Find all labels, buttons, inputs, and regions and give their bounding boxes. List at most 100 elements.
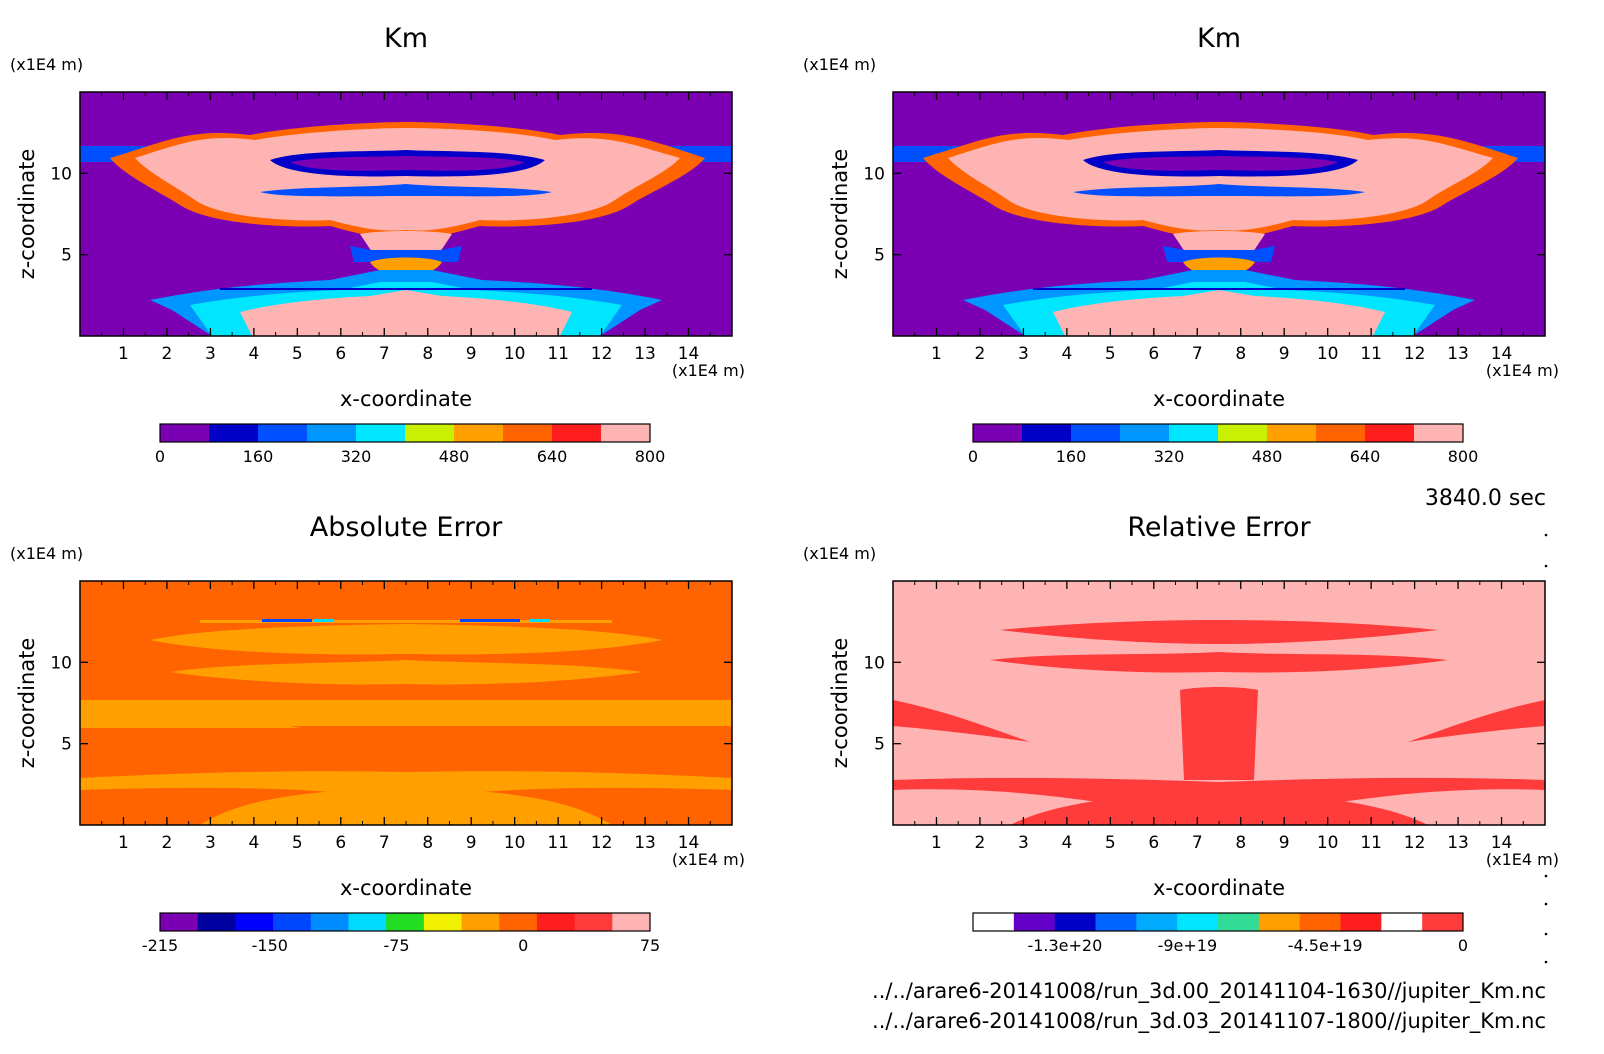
x-tick-label: 10 [1317,833,1339,853]
field-left-band [893,700,1030,742]
colorbar-tick-label: 320 [341,447,372,466]
colorbar-segment [1422,913,1464,931]
x-tick-label: 6 [1148,344,1159,364]
field-lower-plume-core [1053,290,1385,336]
colorbar-segment [1299,913,1341,931]
y-tick-label: 5 [874,246,885,266]
y-tick-label: 10 [50,164,72,184]
x-ticks: 1 2 3 4 5 6 7 8 9 10 11 12 13 14 [101,581,711,853]
x-tick-label: 10 [504,344,526,364]
x-ticks: 1 2 3 4 5 6 7 8 9 10 11 12 13 14 [101,92,711,364]
field-bottom-bulge [200,788,612,825]
colorbar-segment [1071,424,1121,442]
x-tick-label: 4 [248,833,259,853]
y-unit-label: (x1E4 m) [803,55,876,74]
field-lower-streak [260,184,552,197]
field-bottom-bulge [1010,792,1428,825]
colorbar-tick-label: 160 [1056,447,1087,466]
colorbar-segment [612,913,651,931]
colorbar-tick-label: -75 [383,936,409,955]
edge-dots [1544,533,1548,964]
x-axis-label: x-coordinate [340,387,472,411]
x-tick-label: 9 [466,833,477,853]
field-lower-patches [80,771,732,796]
colorbar-segment [1218,913,1260,931]
colorbar: -215 -150 -75 0 75 [142,912,660,955]
file-path-2: ../../arare6-20141008/run_3d.03_20141107… [872,1009,1546,1034]
field-band-lighter-left [80,700,300,728]
colorbar: -1.3e+20 -9e+19 -4.5e+19 0 [972,912,1468,955]
colorbar-segment [1177,913,1219,931]
x-tick-label: 8 [1235,833,1246,853]
x-unit-label: (x1E4 m) [1486,361,1559,380]
panel-title: Km [1197,23,1241,54]
colorbar-segment [973,424,1023,442]
x-tick-label: 6 [335,344,346,364]
field-streak-a [262,619,312,622]
colorbar-tick-label: 800 [635,447,666,466]
panel-km-left: Km (x1E4 m) 1 2 3 4 5 6 7 8 9 10 11 12 13 14 510 [10,23,745,466]
field-streak-c [314,619,334,622]
colorbar-tick-label: -1.3e+20 [1027,936,1102,955]
colorbar-segment [454,424,504,442]
x-tick-label: 4 [1061,344,1072,364]
colorbar-segment [1218,424,1268,442]
x-tick-label: 12 [591,833,613,853]
x-tick-label: 4 [1061,833,1072,853]
colorbar-tick-label: 160 [243,447,274,466]
panel-title: Relative Error [1127,512,1311,543]
x-tick-label: 9 [1279,833,1290,853]
heatmap-field [80,581,732,825]
field-lower-streak [1073,184,1365,197]
colorbar: 0 160 320 480 640 800 [968,423,1478,466]
field-inner-cavity-core [290,156,525,171]
field-right-band [1408,700,1545,742]
x-tick-label: 6 [1148,833,1159,853]
colorbar-segment [307,424,357,442]
x-tick-label: 14 [678,833,700,853]
x-tick-label: 8 [422,344,433,364]
field-center-column [1180,687,1258,780]
colorbar-segment [1267,424,1317,442]
colorbar-frame [972,912,1464,932]
y-tick-label: 5 [874,735,885,755]
x-tick-label: 2 [162,344,173,364]
colorbar-tick-label: 75 [640,936,660,955]
x-tick-label: 11 [1360,344,1382,364]
x-tick-label: 7 [1192,833,1203,853]
x-tick-label: 7 [1192,344,1203,364]
x-tick-label: 5 [292,344,303,364]
x-tick-label: 9 [1279,344,1290,364]
colorbar-frame [159,912,651,932]
x-tick-label: 5 [1105,344,1116,364]
colorbar-segment [461,913,500,931]
y-tick-label: 10 [50,653,72,673]
x-tick-label: 12 [1404,833,1426,853]
colorbar-frame [159,423,651,443]
colorbar-segment [1013,913,1056,931]
colorbar-tick-label: 640 [1350,447,1381,466]
x-tick-label: 14 [678,344,700,364]
colorbar-segment [310,913,349,931]
x-tick-label: 3 [205,344,216,364]
y-axis-label: z-coordinate [828,149,852,280]
colorbar-segment [1340,913,1382,931]
x-tick-label: 11 [1360,833,1382,853]
panel-title: Absolute Error [310,512,503,543]
x-tick-label: 5 [1105,833,1116,853]
colorbar-segment [1054,913,1096,931]
x-tick-label: 3 [205,833,216,853]
x-axis-label: x-coordinate [1153,387,1285,411]
x-tick-label: 11 [547,833,569,853]
colorbar-segment [348,913,387,931]
x-tick-label: 13 [1447,344,1469,364]
colorbar-segment [574,913,613,931]
field-upper-streak [1000,620,1438,644]
colorbar-segment [160,913,199,931]
colorbar-segment [405,424,455,442]
colorbar: 0 160 320 480 640 800 [155,423,666,466]
x-tick-label: 13 [634,344,656,364]
x-tick-label: 12 [591,344,613,364]
x-tick-label: 8 [1235,344,1246,364]
